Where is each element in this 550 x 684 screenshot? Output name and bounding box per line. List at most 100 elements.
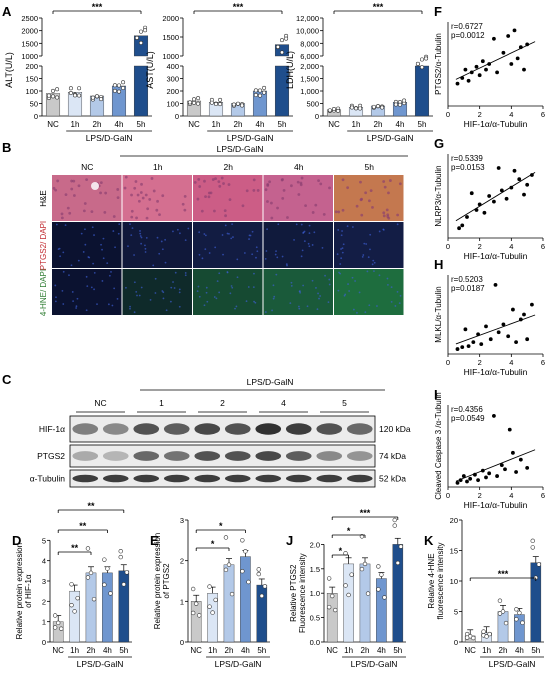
r-value: r=0.6727 [451,22,483,31]
cell-speckle [368,199,371,203]
cell-speckle [221,234,224,236]
y-tick-label: 1.5 [310,565,320,574]
data-point [530,538,535,544]
cell-speckle [205,291,208,294]
data-point [424,56,429,61]
cell-speckle [308,224,311,227]
x-tick-label: 5h [278,120,287,129]
bar [190,601,202,643]
cell-speckle [62,251,65,254]
data-point [504,196,509,201]
cell-speckle [54,188,58,192]
data-point [514,470,518,474]
cell-speckle [104,191,108,195]
cell-speckle [197,285,200,288]
cell-speckle [341,178,345,182]
y-tick-label: 2 [180,557,184,566]
x-tick-label: 2h [87,646,96,655]
data-point [112,83,117,88]
x-tick-label: 4h [396,120,405,129]
bar [118,570,130,643]
x-tick-label: 1h [208,646,217,655]
column-label: 4h [294,162,304,172]
data-point [392,517,397,523]
cell-speckle [339,272,342,275]
cell-speckle [276,256,279,259]
cell-speckle [340,234,343,237]
data-point [402,98,407,103]
data-point [517,177,522,182]
data-point [75,595,80,601]
y-tick-label: 8,000 [300,39,319,48]
cell-speckle [300,223,303,226]
column-label: 1h [153,162,163,172]
data-point [192,100,197,105]
row-label: 4-HNE/ DAPI [39,269,48,316]
data-point [102,557,107,562]
data-point [500,609,506,614]
data-point [522,67,526,72]
cell-speckle [176,228,179,231]
cell-speckle [324,274,326,277]
x-tick-label: 1h [482,646,491,655]
x-tick-label: NC [47,120,59,129]
data-point [359,566,365,572]
x-tick-label: 2h [361,646,370,655]
data-point [362,561,368,567]
data-point [514,340,518,345]
data-point [275,44,280,49]
cell-speckle [319,295,322,297]
bar [133,35,149,57]
data-point [209,100,214,105]
data-point [139,40,144,45]
protein-band [346,451,373,461]
data-point [463,327,468,332]
cell-speckle [352,308,355,311]
correlation-scatter: F 0 2 4 6 HIF-1α/α-Tubulin PTGS2/α-Tubulin r=0.… [434,4,545,129]
x-tick-label: 6 [541,491,545,500]
y-tick-label: 0.5 [310,614,320,623]
y-axis-label: Relative protein expression [153,533,162,630]
lane-group-label: NC [94,398,106,408]
data-point [85,575,91,580]
cell-speckle [152,264,155,267]
cell-speckle [396,290,399,293]
data-point [69,602,74,608]
regression-line [455,171,536,222]
data-point [487,62,492,66]
protein-band [316,474,343,483]
cell-speckle [170,286,173,289]
sig-stars: ** [79,521,87,531]
cell-speckle [338,271,340,274]
data-point [495,70,499,75]
group-label: LPS/D-GalN [247,377,294,387]
cell-speckle [164,261,167,264]
data-point [240,569,245,574]
data-point [72,609,77,614]
cell-speckle [282,189,286,192]
data-point [253,88,258,93]
data-point [284,36,289,41]
cell-speckle [354,280,356,282]
data-point [353,106,358,111]
data-point [139,29,144,34]
data-point [88,570,94,576]
y-axis-label: AST(U/L) [145,51,155,89]
bar [359,563,371,643]
cell-speckle [228,232,230,235]
x-group-label: LPS/D-GalN [77,659,124,669]
data-point [419,65,424,70]
data-point [461,474,466,478]
x-tick-label: 4h [241,646,250,655]
cell-speckle [136,294,138,297]
x-tick-label: 4 [509,491,513,500]
y-tick-label: 3 [42,577,46,586]
protein-band [102,451,129,461]
data-point [493,282,498,287]
cell-speckle [356,311,358,314]
cell-speckle [369,233,372,236]
y-tick-label: 1 [180,597,184,606]
cell-speckle [274,253,277,256]
